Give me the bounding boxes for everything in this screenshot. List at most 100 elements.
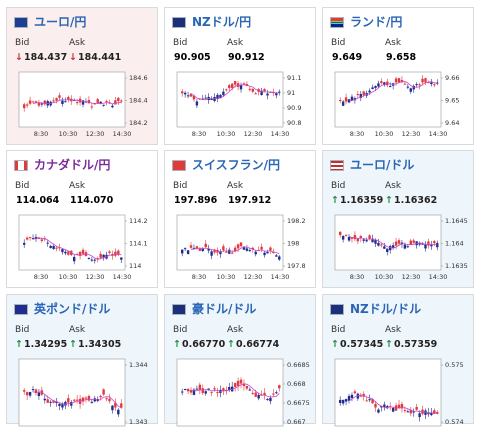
y-tick-label: 1.164 bbox=[445, 240, 464, 248]
x-tick-label: 10:30 bbox=[375, 130, 394, 138]
candle-body bbox=[269, 247, 272, 251]
moving-average-line bbox=[32, 99, 122, 105]
candle-body bbox=[225, 251, 228, 253]
candle-body bbox=[23, 242, 26, 245]
candle-body bbox=[377, 242, 380, 246]
card-header[interactable]: ランド/円 bbox=[330, 14, 402, 30]
candle-body bbox=[87, 396, 91, 401]
candle-body bbox=[49, 401, 52, 403]
pair-title[interactable]: ランド/円 bbox=[350, 15, 403, 29]
chart-svg[interactable]: 1.1645 1.164 1.1635 8:30 10:30 12:30 14:30 bbox=[333, 212, 473, 284]
card-header[interactable]: ユーロ/円 bbox=[14, 14, 86, 30]
candle-body bbox=[40, 103, 44, 105]
fx-card-nzdjpy[interactable]: NZドル/円 Bid Ask 90.905 90.912 91.1 91 90.9 9… bbox=[164, 7, 316, 145]
flag-za-jp-icon bbox=[330, 16, 344, 28]
moving-average-line bbox=[190, 246, 280, 255]
chart-svg[interactable]: 0.6685 0.668 0.6675 0.667 bbox=[175, 356, 315, 428]
candle-body bbox=[70, 402, 73, 406]
chart-svg[interactable]: 0.575 0.574 bbox=[333, 356, 473, 428]
chart-svg[interactable]: 184.6 184.4 184.2 8:30 10:30 12:30 14:30 bbox=[17, 69, 157, 141]
candle-body bbox=[189, 389, 193, 393]
candle-body bbox=[55, 247, 58, 249]
candle-body bbox=[114, 402, 117, 408]
chart-svg[interactable]: 9.66 9.65 9.64 8:30 10:30 12:30 14:30 bbox=[333, 69, 473, 141]
candle-body bbox=[433, 241, 436, 244]
pair-title[interactable]: ユーロ/円 bbox=[34, 15, 87, 29]
candle-body bbox=[371, 87, 374, 90]
candle-body bbox=[195, 101, 199, 106]
fx-card-eurusd[interactable]: ユーロ/ドル Bid Ask ↑1.16359 ↑1.16362 1.1645 1… bbox=[322, 150, 474, 288]
fx-rate-grid: ユーロ/円 Bid Ask ↓184.437 ↓184.441 184.6 184… bbox=[6, 7, 474, 427]
candlestick-chart[interactable]: 1.1645 1.164 1.1635 8:30 10:30 12:30 14:30 bbox=[333, 212, 473, 284]
candlestick-chart[interactable]: 198.2 198 197.8 8:30 10:30 12:30 14:30 bbox=[175, 212, 315, 284]
pair-title[interactable]: カナダドル/円 bbox=[34, 158, 111, 172]
card-header[interactable]: カナダドル/円 bbox=[14, 157, 110, 173]
fx-card-cadjpy[interactable]: カナダドル/円 Bid Ask 114.064 114.070 114.2 114… bbox=[6, 150, 158, 288]
candle-body bbox=[374, 404, 377, 408]
fx-card-eurjpy[interactable]: ユーロ/円 Bid Ask ↓184.437 ↓184.441 184.6 184… bbox=[6, 7, 158, 145]
card-header[interactable]: 英ポンド/ドル bbox=[14, 301, 110, 317]
card-header[interactable]: NZドル/ドル bbox=[330, 301, 421, 317]
pair-title[interactable]: 英ポンド/ドル bbox=[34, 302, 111, 316]
candle-body bbox=[28, 392, 32, 396]
candle-body bbox=[421, 243, 424, 245]
candle-body bbox=[350, 96, 354, 101]
candle-body bbox=[278, 385, 281, 389]
candle-body bbox=[403, 410, 407, 412]
candle-body bbox=[233, 383, 237, 387]
bid-value: ↑0.66770 bbox=[173, 339, 226, 350]
card-header[interactable]: ユーロ/ドル bbox=[330, 157, 414, 173]
bid-direction-icon: ↑ bbox=[331, 195, 339, 206]
chart-svg[interactable]: 114.2 114.1 114 8:30 10:30 12:30 14:30 bbox=[17, 212, 157, 284]
candle-body bbox=[427, 241, 430, 246]
candle-body bbox=[436, 242, 439, 248]
card-header[interactable]: 豪ドル/ドル bbox=[172, 301, 256, 317]
candlestick-chart[interactable]: 0.6685 0.668 0.6675 0.667 bbox=[175, 356, 315, 428]
candlestick-chart[interactable]: 91.1 91 90.9 90.8 8:30 10:30 12:30 14:30 bbox=[175, 69, 315, 141]
y-tick-label: 184.4 bbox=[129, 97, 148, 105]
candle-body bbox=[233, 80, 237, 85]
candle-body bbox=[248, 250, 252, 252]
candlestick-chart[interactable]: 9.66 9.65 9.64 8:30 10:30 12:30 14:30 bbox=[333, 69, 473, 141]
candle-body bbox=[46, 242, 49, 244]
candle-body bbox=[61, 249, 64, 253]
pair-title[interactable]: NZドル/ドル bbox=[350, 302, 422, 316]
candlestick-chart[interactable]: 184.6 184.4 184.2 8:30 10:30 12:30 14:30 bbox=[17, 69, 157, 141]
y-tick-label: 114 bbox=[129, 262, 141, 270]
candle-body bbox=[195, 388, 199, 390]
pair-title[interactable]: スイスフラン/円 bbox=[192, 158, 281, 172]
fx-card-gbpusd[interactable]: 英ポンド/ドル Bid Ask ↑1.34295 ↑1.34305 1.344 1… bbox=[6, 294, 158, 427]
chart-svg[interactable]: 198.2 198 197.8 8:30 10:30 12:30 14:30 bbox=[175, 212, 315, 284]
candle-body bbox=[23, 104, 26, 109]
candlestick-chart[interactable]: 1.344 1.343 bbox=[17, 356, 157, 428]
card-header[interactable]: NZドル/円 bbox=[172, 14, 251, 30]
pair-title[interactable]: NZドル/円 bbox=[192, 15, 252, 29]
candle-body bbox=[67, 96, 70, 100]
candle-body bbox=[222, 91, 225, 96]
fx-card-nzdusd[interactable]: NZドル/ドル Bid Ask ↑0.57345 ↑0.57359 0.575 0… bbox=[322, 294, 474, 427]
pair-title[interactable]: 豪ドル/ドル bbox=[192, 302, 257, 316]
fx-card-chfjpy[interactable]: スイスフラン/円 Bid Ask 197.896 197.912 198.2 19… bbox=[164, 150, 316, 288]
candle-body bbox=[344, 399, 348, 402]
ask-value: 90.912 bbox=[228, 52, 265, 63]
fx-card-audusd[interactable]: 豪ドル/ドル Bid Ask ↑0.66770 ↑0.66774 0.6685 0… bbox=[164, 294, 316, 427]
candle-body bbox=[52, 100, 55, 102]
y-tick-label: 90.8 bbox=[287, 119, 301, 127]
candlestick-chart[interactable]: 114.2 114.1 114 8:30 10:30 12:30 14:30 bbox=[17, 212, 157, 284]
x-tick-label: 8:30 bbox=[192, 130, 207, 138]
card-header[interactable]: スイスフラン/円 bbox=[172, 157, 280, 173]
ask-direction-icon: ↓ bbox=[69, 52, 77, 63]
pair-title[interactable]: ユーロ/ドル bbox=[350, 158, 415, 172]
candle-body bbox=[400, 242, 404, 245]
ask-value: ↑1.34305 bbox=[69, 339, 122, 350]
candle-body bbox=[409, 88, 412, 92]
fx-card-zarjpy[interactable]: ランド/円 Bid Ask 9.649 9.658 9.66 9.65 9.64 8:… bbox=[322, 7, 474, 145]
candle-body bbox=[186, 250, 190, 255]
chart-svg[interactable]: 1.344 1.343 bbox=[17, 356, 157, 428]
bid-value: 197.896 bbox=[174, 195, 218, 206]
chart-svg[interactable]: 91.1 91 90.9 90.8 8:30 10:30 12:30 14:30 bbox=[175, 69, 315, 141]
candle-body bbox=[245, 385, 249, 389]
candlestick-chart[interactable]: 0.575 0.574 bbox=[333, 356, 473, 428]
candle-body bbox=[386, 406, 389, 409]
candle-body bbox=[386, 248, 389, 252]
